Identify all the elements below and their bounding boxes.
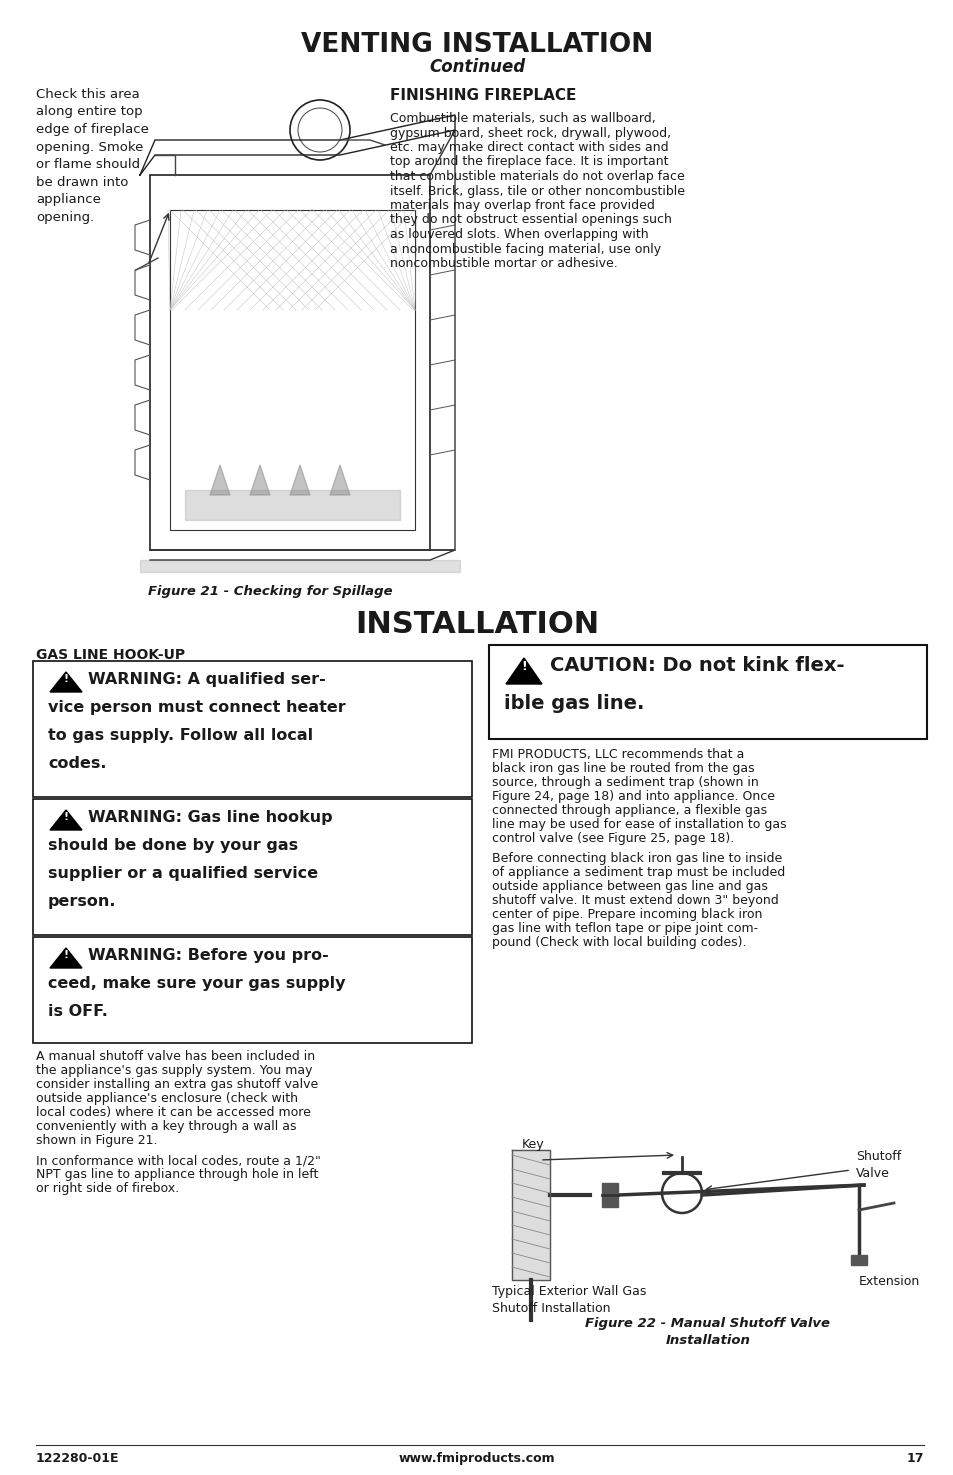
- Polygon shape: [512, 1150, 550, 1280]
- Text: Extension: Extension: [858, 1274, 920, 1288]
- Polygon shape: [601, 1183, 618, 1207]
- Text: !: !: [520, 659, 526, 673]
- Text: conveniently with a key through a wall as: conveniently with a key through a wall a…: [36, 1120, 296, 1133]
- Polygon shape: [50, 673, 82, 692]
- Text: or right side of firebox.: or right side of firebox.: [36, 1181, 179, 1195]
- Text: WARNING: A qualified ser-: WARNING: A qualified ser-: [88, 673, 325, 687]
- Polygon shape: [290, 465, 310, 496]
- Text: they do not obstruct essential openings such: they do not obstruct essential openings …: [390, 214, 671, 227]
- Text: 122280-01E: 122280-01E: [36, 1451, 119, 1465]
- Text: www.fmiproducts.com: www.fmiproducts.com: [398, 1451, 555, 1465]
- Polygon shape: [185, 490, 399, 521]
- Text: outside appliance's enclosure (check with: outside appliance's enclosure (check wit…: [36, 1092, 297, 1105]
- Text: Combustible materials, such as wallboard,: Combustible materials, such as wallboard…: [390, 112, 655, 125]
- Polygon shape: [330, 465, 350, 496]
- Text: A manual shutoff valve has been included in: A manual shutoff valve has been included…: [36, 1050, 314, 1063]
- Text: Shutoff
Valve: Shutoff Valve: [855, 1150, 901, 1180]
- Text: shutoff valve. It must extend down 3" beyond: shutoff valve. It must extend down 3" be…: [492, 894, 778, 907]
- Text: FMI PRODUCTS, LLC recommends that a: FMI PRODUCTS, LLC recommends that a: [492, 748, 743, 761]
- Text: NPT gas line to appliance through hole in left: NPT gas line to appliance through hole i…: [36, 1168, 318, 1181]
- Text: 17: 17: [905, 1451, 923, 1465]
- Text: line may be used for ease of installation to gas: line may be used for ease of installatio…: [492, 819, 786, 830]
- Text: source, through a sediment trap (shown in: source, through a sediment trap (shown i…: [492, 776, 758, 789]
- Text: CAUTION: Do not kink flex-: CAUTION: Do not kink flex-: [550, 656, 843, 676]
- Polygon shape: [505, 658, 541, 684]
- Text: etc. may make direct contact with sides and: etc. may make direct contact with sides …: [390, 142, 668, 153]
- Text: is OFF.: is OFF.: [48, 1004, 108, 1019]
- Text: a noncombustible facing material, use only: a noncombustible facing material, use on…: [390, 242, 660, 255]
- Text: WARNING: Before you pro-: WARNING: Before you pro-: [88, 948, 329, 963]
- Text: person.: person.: [48, 894, 116, 909]
- Polygon shape: [850, 1255, 866, 1266]
- Text: itself. Brick, glass, tile or other noncombustible: itself. Brick, glass, tile or other nonc…: [390, 184, 684, 198]
- Text: shown in Figure 21.: shown in Figure 21.: [36, 1134, 157, 1148]
- Text: codes.: codes.: [48, 757, 107, 771]
- Text: Before connecting black iron gas line to inside: Before connecting black iron gas line to…: [492, 853, 781, 864]
- Text: gas line with teflon tape or pipe joint com-: gas line with teflon tape or pipe joint …: [492, 922, 758, 935]
- FancyBboxPatch shape: [489, 645, 926, 739]
- Text: WARNING: Gas line hookup: WARNING: Gas line hookup: [88, 810, 333, 825]
- Text: materials may overlap front face provided: materials may overlap front face provide…: [390, 199, 654, 212]
- Text: In conformance with local codes, route a 1/2": In conformance with local codes, route a…: [36, 1153, 320, 1167]
- Text: FINISHING FIREPLACE: FINISHING FIREPLACE: [390, 88, 576, 103]
- Text: should be done by your gas: should be done by your gas: [48, 838, 297, 853]
- Text: GAS LINE HOOK-UP: GAS LINE HOOK-UP: [36, 648, 185, 662]
- Text: local codes) where it can be accessed more: local codes) where it can be accessed mo…: [36, 1106, 311, 1120]
- Text: !: !: [63, 950, 69, 960]
- Text: ible gas line.: ible gas line.: [503, 695, 643, 712]
- Text: gypsum board, sheet rock, drywall, plywood,: gypsum board, sheet rock, drywall, plywo…: [390, 127, 670, 140]
- Text: supplier or a qualified service: supplier or a qualified service: [48, 866, 317, 881]
- Text: top around the fireplace face. It is important: top around the fireplace face. It is imp…: [390, 155, 668, 168]
- Text: !: !: [63, 813, 69, 822]
- Text: !: !: [63, 674, 69, 684]
- Text: Figure 22 - Manual Shutoff Valve
Installation: Figure 22 - Manual Shutoff Valve Install…: [585, 1317, 830, 1347]
- Text: VENTING INSTALLATION: VENTING INSTALLATION: [300, 32, 653, 58]
- Text: black iron gas line be routed from the gas: black iron gas line be routed from the g…: [492, 763, 754, 774]
- FancyBboxPatch shape: [33, 661, 472, 797]
- Text: control valve (see Figure 25, page 18).: control valve (see Figure 25, page 18).: [492, 832, 734, 845]
- Polygon shape: [50, 948, 82, 968]
- Text: Figure 24, page 18) and into appliance. Once: Figure 24, page 18) and into appliance. …: [492, 791, 774, 802]
- Text: to gas supply. Follow all local: to gas supply. Follow all local: [48, 729, 313, 743]
- Text: Figure 21 - Checking for Spillage: Figure 21 - Checking for Spillage: [148, 586, 392, 597]
- Text: Typical Exterior Wall Gas
Shutoff Installation: Typical Exterior Wall Gas Shutoff Instal…: [492, 1285, 646, 1316]
- Text: INSTALLATION: INSTALLATION: [355, 611, 598, 639]
- Text: that combustible materials do not overlap face: that combustible materials do not overla…: [390, 170, 684, 183]
- Text: noncombustible mortar or adhesive.: noncombustible mortar or adhesive.: [390, 257, 618, 270]
- Text: of appliance a sediment trap must be included: of appliance a sediment trap must be inc…: [492, 866, 784, 879]
- FancyBboxPatch shape: [33, 937, 472, 1043]
- Text: outside appliance between gas line and gas: outside appliance between gas line and g…: [492, 881, 767, 892]
- Text: the appliance's gas supply system. You may: the appliance's gas supply system. You m…: [36, 1063, 313, 1077]
- Text: consider installing an extra gas shutoff valve: consider installing an extra gas shutoff…: [36, 1078, 318, 1092]
- Text: ceed, make sure your gas supply: ceed, make sure your gas supply: [48, 976, 345, 991]
- Text: vice person must connect heater: vice person must connect heater: [48, 701, 345, 715]
- Polygon shape: [210, 465, 230, 496]
- Polygon shape: [250, 465, 270, 496]
- Text: center of pipe. Prepare incoming black iron: center of pipe. Prepare incoming black i…: [492, 909, 761, 920]
- Polygon shape: [140, 560, 459, 572]
- Text: pound (Check with local building codes).: pound (Check with local building codes).: [492, 937, 745, 948]
- Text: Continued: Continued: [429, 58, 524, 77]
- Text: connected through appliance, a flexible gas: connected through appliance, a flexible …: [492, 804, 766, 817]
- Text: Key: Key: [521, 1139, 544, 1150]
- Polygon shape: [50, 810, 82, 830]
- FancyBboxPatch shape: [33, 799, 472, 935]
- Text: as louvered slots. When overlapping with: as louvered slots. When overlapping with: [390, 229, 648, 240]
- Text: Check this area
along entire top
edge of fireplace
opening. Smoke
or flame shoul: Check this area along entire top edge of…: [36, 88, 149, 224]
